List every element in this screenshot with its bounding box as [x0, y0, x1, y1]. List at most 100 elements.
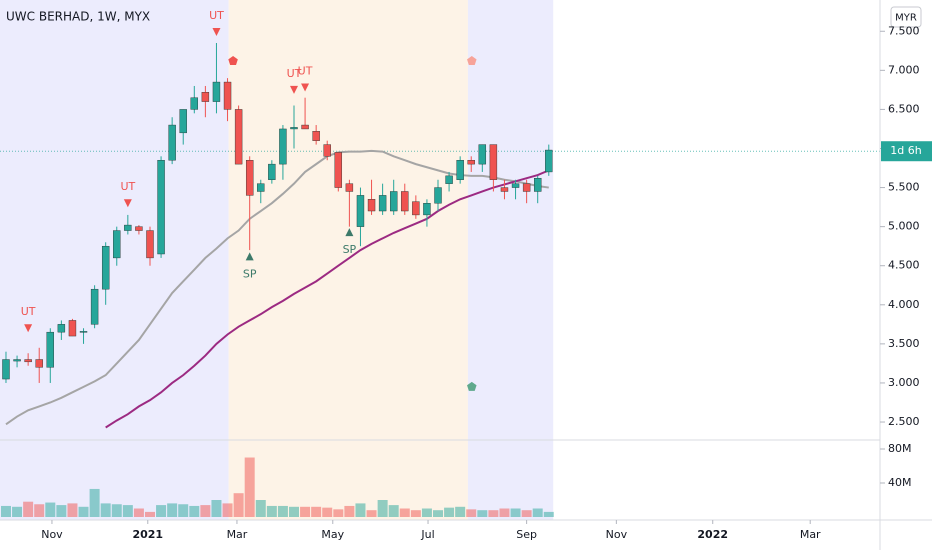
currency: MYR: [895, 13, 917, 24]
candle-body: [478, 144, 487, 165]
volume-bar: [144, 511, 155, 517]
candle-body: [157, 160, 165, 255]
signal-arrow: [24, 324, 33, 333]
candle-body: [367, 199, 376, 212]
candle-body: [68, 320, 77, 337]
candle-body: [24, 359, 32, 363]
volume-bar: [156, 505, 167, 517]
candle-body: [345, 183, 354, 192]
volume-bar: [200, 505, 211, 517]
candle-body: [279, 128, 287, 165]
currency-box[interactable]: [890, 6, 922, 28]
session-band: [467, 0, 554, 520]
volume-bar: [23, 501, 34, 517]
candle-body: [245, 160, 254, 196]
y-tick-label: 4.500: [888, 259, 920, 272]
volume-bar: [167, 503, 178, 517]
y-tick-label: 7.000: [888, 63, 920, 76]
y-tick-label: 4.000: [888, 298, 920, 311]
volume-bar: [67, 503, 78, 517]
candle-body: [356, 195, 365, 227]
volume-bar: [266, 505, 277, 517]
candle-body: [312, 131, 320, 141]
volume-bar: [388, 505, 399, 517]
volume-bar: [89, 488, 100, 517]
signal-label: SP: [343, 243, 357, 256]
volume-bar: [410, 510, 421, 517]
candle-body: [234, 109, 243, 165]
signal-arrow: [212, 28, 221, 37]
volume-bar: [56, 505, 67, 517]
signal-label: SP: [243, 267, 257, 280]
x-tick-label: 2021: [132, 528, 163, 541]
candle-body: [522, 183, 531, 192]
signal-arrow: [289, 85, 298, 94]
candle-body: [268, 163, 276, 180]
candle-body: [212, 81, 221, 102]
volume-bar: [477, 510, 488, 517]
candle-body: [201, 92, 210, 102]
y-tick-label: 2.500: [888, 415, 920, 428]
candle-body: [456, 160, 464, 180]
volume-bar: [543, 511, 554, 517]
volume-bar: [444, 507, 455, 517]
volume-bar: [100, 503, 111, 517]
candle-body: [467, 160, 475, 165]
candle-body: [90, 288, 99, 325]
candle-body: [423, 202, 431, 216]
volume-bar: [12, 506, 23, 517]
volume-bar: [78, 506, 89, 517]
volume-bar: [300, 506, 311, 517]
candle-body: [412, 201, 420, 216]
volume-bar: [189, 505, 200, 517]
volume-bar: [499, 508, 510, 517]
y-tick-label: 3.500: [888, 337, 920, 350]
volume-bar: [178, 504, 189, 517]
volume-bar: [377, 500, 388, 517]
x-tick-label: Sep: [516, 528, 537, 541]
candle-body: [257, 183, 265, 192]
volume-bar: [233, 493, 244, 517]
volume-bar: [532, 508, 543, 517]
candle-body: [190, 97, 199, 110]
volume-bar: [322, 507, 333, 517]
volume-bar: [34, 504, 45, 517]
volume-bar: [366, 510, 377, 517]
volume-bar: [211, 500, 222, 517]
signal-arrow: [245, 252, 254, 261]
sessions: [0, 0, 554, 520]
x-tick-label: Nov: [606, 528, 628, 541]
volume-tick-label: 40M: [888, 476, 912, 489]
signal-label: UT: [287, 67, 302, 80]
volume-bar: [255, 500, 266, 517]
candle-body: [511, 183, 520, 188]
volume-bar: [433, 510, 444, 517]
x-tick-label: 2022: [697, 528, 728, 541]
signal-label: UT: [298, 65, 313, 78]
y-tick-label: 7.500: [888, 24, 920, 37]
candle-body: [35, 359, 43, 368]
volume-bar: [333, 509, 344, 517]
volume-bar: [244, 457, 255, 517]
y-tick-label: 5.500: [888, 181, 920, 194]
candle-body: [223, 81, 232, 110]
volume-bar: [344, 505, 355, 517]
signal-arrow: [345, 228, 354, 237]
volume-bar: [466, 509, 477, 517]
candle-body: [301, 124, 309, 130]
volume-bar: [122, 505, 133, 517]
candle-body: [489, 144, 498, 180]
candle-body: [146, 230, 154, 259]
volume-bar: [399, 508, 410, 517]
candle-body: [323, 144, 331, 157]
candle-body: [545, 149, 553, 173]
signal-marker: [467, 55, 477, 66]
candle-body: [290, 127, 298, 130]
signal-arrow: [301, 83, 310, 92]
volume-bar: [133, 508, 144, 517]
session-band: [228, 0, 468, 520]
volume-bar: [222, 503, 233, 517]
candle-body: [179, 109, 187, 134]
